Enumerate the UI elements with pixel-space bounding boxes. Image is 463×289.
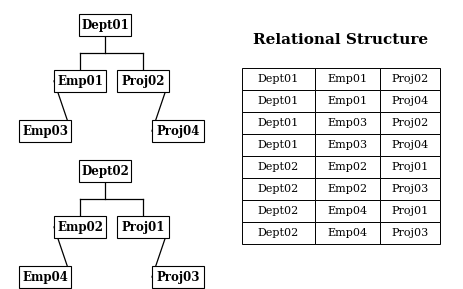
Text: Proj01: Proj01 [121, 221, 164, 234]
FancyBboxPatch shape [242, 68, 314, 90]
Text: Proj01: Proj01 [390, 162, 428, 172]
Text: Proj03: Proj03 [390, 184, 428, 194]
FancyBboxPatch shape [117, 70, 169, 92]
FancyBboxPatch shape [379, 90, 439, 112]
FancyBboxPatch shape [314, 90, 379, 112]
FancyBboxPatch shape [19, 266, 71, 288]
Text: Dept01: Dept01 [257, 118, 299, 128]
FancyBboxPatch shape [314, 68, 379, 90]
Text: Emp03: Emp03 [22, 125, 68, 138]
Text: Emp04: Emp04 [327, 206, 367, 216]
FancyBboxPatch shape [314, 200, 379, 222]
Text: Dept02: Dept02 [257, 206, 299, 216]
FancyBboxPatch shape [379, 178, 439, 200]
Text: Dept01: Dept01 [81, 18, 129, 32]
Text: Emp04: Emp04 [327, 228, 367, 238]
Text: Relational Structure: Relational Structure [253, 33, 428, 47]
FancyBboxPatch shape [379, 156, 439, 178]
Text: Proj04: Proj04 [390, 96, 428, 106]
FancyBboxPatch shape [79, 14, 131, 36]
FancyBboxPatch shape [54, 70, 106, 92]
FancyBboxPatch shape [314, 178, 379, 200]
FancyBboxPatch shape [379, 222, 439, 244]
FancyBboxPatch shape [242, 222, 314, 244]
Text: Proj04: Proj04 [156, 125, 199, 138]
Text: Dept01: Dept01 [257, 140, 299, 150]
Text: Proj03: Proj03 [390, 228, 428, 238]
Text: Emp01: Emp01 [327, 96, 367, 106]
Text: Proj01: Proj01 [390, 206, 428, 216]
FancyBboxPatch shape [152, 266, 204, 288]
Text: Proj02: Proj02 [121, 75, 164, 88]
Text: Dept02: Dept02 [257, 184, 299, 194]
FancyBboxPatch shape [379, 68, 439, 90]
Text: Emp02: Emp02 [327, 184, 367, 194]
Text: Emp02: Emp02 [57, 221, 103, 234]
FancyBboxPatch shape [54, 216, 106, 238]
FancyBboxPatch shape [314, 134, 379, 156]
FancyBboxPatch shape [79, 160, 131, 182]
FancyBboxPatch shape [379, 134, 439, 156]
Text: Emp02: Emp02 [327, 162, 367, 172]
Text: Emp01: Emp01 [327, 74, 367, 84]
Text: Proj04: Proj04 [390, 140, 428, 150]
Text: Emp01: Emp01 [57, 75, 103, 88]
Text: Proj02: Proj02 [390, 74, 428, 84]
FancyBboxPatch shape [379, 112, 439, 134]
Text: Emp04: Emp04 [22, 271, 68, 284]
Text: Proj03: Proj03 [156, 271, 199, 284]
Text: Emp03: Emp03 [327, 118, 367, 128]
FancyBboxPatch shape [314, 112, 379, 134]
FancyBboxPatch shape [314, 222, 379, 244]
FancyBboxPatch shape [242, 90, 314, 112]
FancyBboxPatch shape [242, 178, 314, 200]
Text: Dept02: Dept02 [81, 164, 129, 177]
Text: Dept02: Dept02 [257, 228, 299, 238]
Text: Dept02: Dept02 [257, 162, 299, 172]
FancyBboxPatch shape [242, 134, 314, 156]
Text: Dept01: Dept01 [257, 74, 299, 84]
FancyBboxPatch shape [242, 112, 314, 134]
Text: Proj02: Proj02 [390, 118, 428, 128]
FancyBboxPatch shape [242, 156, 314, 178]
FancyBboxPatch shape [19, 120, 71, 142]
FancyBboxPatch shape [314, 156, 379, 178]
Text: Emp03: Emp03 [327, 140, 367, 150]
FancyBboxPatch shape [242, 200, 314, 222]
FancyBboxPatch shape [152, 120, 204, 142]
FancyBboxPatch shape [379, 200, 439, 222]
FancyBboxPatch shape [117, 216, 169, 238]
Text: Dept01: Dept01 [257, 96, 299, 106]
